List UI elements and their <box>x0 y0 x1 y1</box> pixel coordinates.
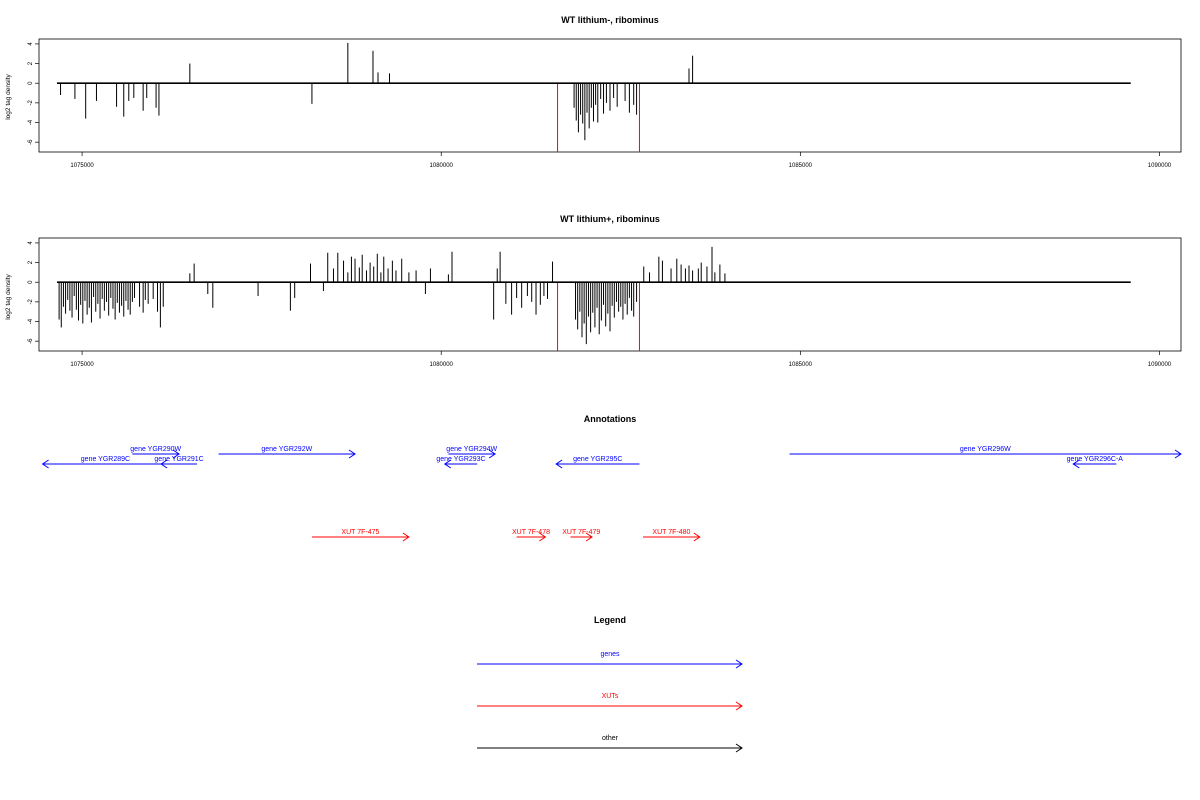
panel-wt-lithium-plus: WT lithium+, ribominus log2 tag density … <box>5 214 1182 368</box>
x-tick-label: 1080000 <box>430 362 454 368</box>
arrow-head <box>735 701 743 711</box>
y-tick-label: 4 <box>28 42 34 46</box>
y-tick-label: -2 <box>28 100 34 106</box>
annotation-arrow <box>643 532 701 542</box>
y-axis-label: log2 tag density <box>5 73 12 119</box>
annotation-arrow <box>516 532 547 542</box>
arrow-head <box>693 532 701 542</box>
y-tick-label: -4 <box>28 318 34 324</box>
annotations-title: Annotations <box>584 414 637 424</box>
y-axis-label: log2 tag density <box>5 273 12 319</box>
y-tick-label: 2 <box>28 61 34 65</box>
arrow-head <box>41 459 49 469</box>
annotation-arrow <box>448 449 496 459</box>
panel-title: WT lithium-, ribominus <box>561 15 659 25</box>
annotation-label: gene YGR296C-A <box>1067 456 1124 463</box>
legend-label: genes <box>600 651 620 658</box>
annotation-arrow <box>311 532 410 542</box>
annotation-arrow <box>789 449 1182 459</box>
arrow-head <box>172 449 180 459</box>
y-tick-label: -6 <box>28 139 34 145</box>
x-tick-label: 1080000 <box>430 163 454 169</box>
x-tick-label: 1090000 <box>1148 362 1172 368</box>
annotation-arrow <box>41 459 169 469</box>
x-tick-label: 1075000 <box>70 163 94 169</box>
arrow-head <box>735 659 743 669</box>
annotation-label: XUT 7F-475 <box>341 529 379 536</box>
annotation-arrow <box>555 459 640 469</box>
annotation-label: gene YGR294W <box>446 446 497 453</box>
arrow-head <box>160 459 168 469</box>
y-tick-label: 0 <box>28 81 34 85</box>
y-tick-label: 2 <box>28 260 34 264</box>
arrow-head <box>348 449 356 459</box>
annotation-label: gene YGR295C <box>573 456 622 463</box>
arrow-head <box>555 459 563 469</box>
x-tick-label: 1085000 <box>789 163 813 169</box>
annotation-arrow <box>570 532 593 542</box>
annotation-arrow <box>218 449 356 459</box>
legend-arrow <box>477 659 743 669</box>
legend-label: XUTs <box>602 693 619 700</box>
arrow-head <box>735 743 743 753</box>
panel-wt-lithium-minus: WT lithium-, ribominus log2 tag density … <box>5 15 1182 169</box>
x-tick-label: 1075000 <box>70 362 94 368</box>
arrow-head <box>539 532 547 542</box>
panel-title: WT lithium+, ribominus <box>560 214 660 224</box>
y-tick-label: -6 <box>28 338 34 344</box>
annotation-label: gene YGR292W <box>261 446 312 453</box>
annotation-arrow <box>1072 459 1117 469</box>
legend-label: other <box>602 735 619 742</box>
arrow-head <box>1072 459 1080 469</box>
legend: Legend genes XUTs other <box>477 615 743 753</box>
arrow-head <box>402 532 410 542</box>
annotation-label: gene YGR293C <box>436 456 485 463</box>
x-tick-label: 1090000 <box>1148 163 1172 169</box>
y-tick-label: 4 <box>28 241 34 245</box>
legend-title: Legend <box>594 615 626 625</box>
arrow-head <box>1174 449 1182 459</box>
plot-frame <box>38 38 1182 153</box>
annotation-label: gene YGR291C <box>154 456 203 463</box>
arrow-head <box>443 459 452 469</box>
plot-frame <box>38 237 1182 352</box>
annotation-arrow <box>160 459 198 469</box>
annotation-arrow <box>132 449 180 459</box>
annotation-label: XUT 7F-480 <box>652 529 690 536</box>
legend-arrow <box>477 701 743 711</box>
y-tick-label: 0 <box>28 280 34 284</box>
annotation-label: gene YGR290W <box>130 446 181 453</box>
y-tick-label: -2 <box>28 299 34 305</box>
annotation-label: gene YGR289C <box>81 456 130 463</box>
annotation-label: XUT 7F-479 <box>562 529 600 536</box>
y-tick-label: -4 <box>28 119 34 125</box>
legend-arrow <box>477 743 743 753</box>
annotation-label: gene YGR296W <box>960 446 1011 453</box>
x-tick-label: 1085000 <box>789 362 813 368</box>
annotation-label: XUT 7F-478 <box>512 529 550 536</box>
arrow-head <box>488 449 496 459</box>
arrow-head <box>585 532 593 542</box>
annotation-arrow <box>443 459 478 469</box>
